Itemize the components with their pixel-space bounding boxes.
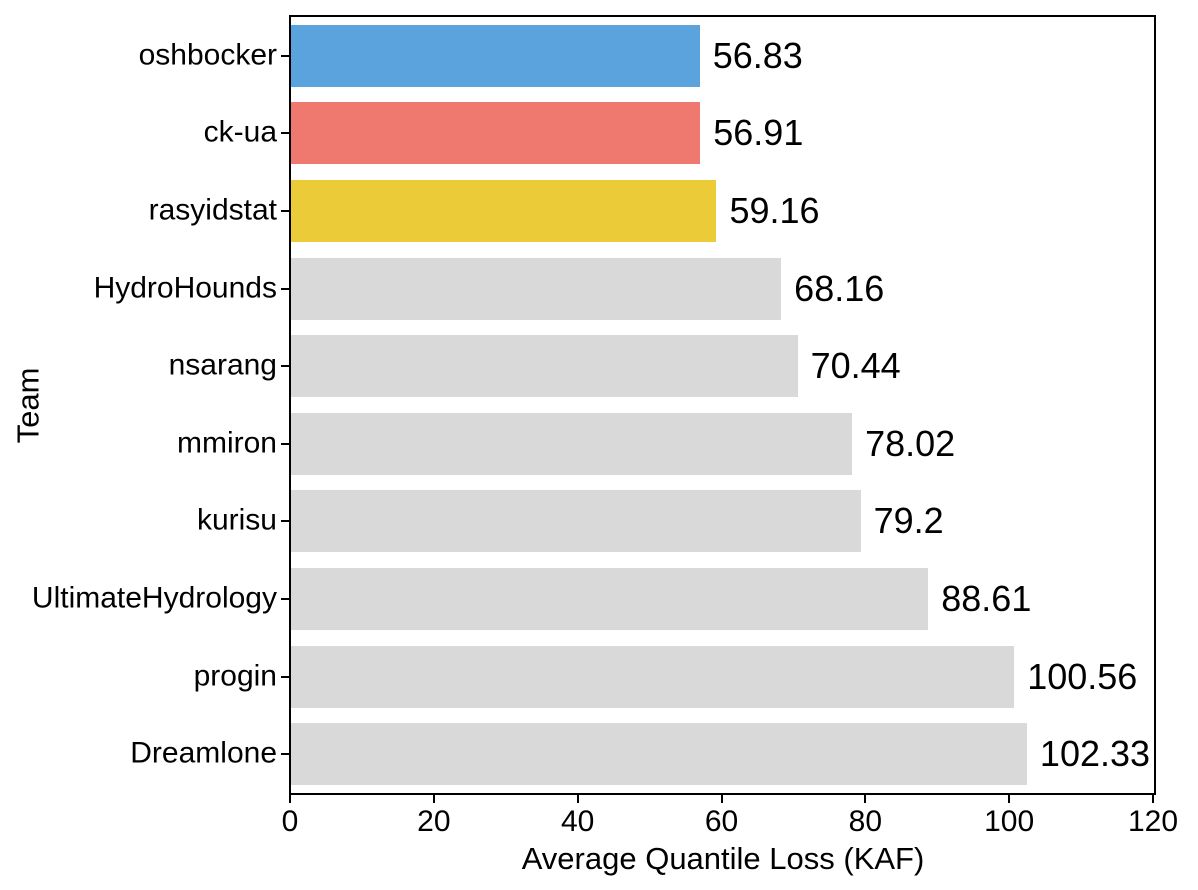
x-tick-mark xyxy=(576,795,579,803)
bar-UltimateHydrology xyxy=(291,567,929,631)
x-tick-label: 20 xyxy=(417,805,451,838)
y-tick-mark xyxy=(281,520,289,523)
bar-value-label: 59.16 xyxy=(729,190,820,231)
y-tick-label: rasyidstat xyxy=(148,193,277,227)
x-tick-mark xyxy=(432,795,435,803)
y-tick-label: HydroHounds xyxy=(93,270,277,304)
bar-kurisu xyxy=(291,490,861,553)
y-tick-label: UltimateHydrology xyxy=(31,581,277,615)
y-tick-label: progin xyxy=(193,658,277,692)
bar-Dreamlone xyxy=(291,723,1027,786)
x-tick-label: 80 xyxy=(848,805,883,838)
x-tick-label: 120 xyxy=(1127,805,1179,838)
bar-value-label: 70.44 xyxy=(810,345,901,387)
bar-HydroHounds xyxy=(291,257,782,320)
x-axis-label: Average Quantile Loss (KAF) xyxy=(521,841,925,876)
bar-value-label: 79.2 xyxy=(873,500,944,542)
x-tick-label: 40 xyxy=(560,805,595,838)
y-tick-label: mmiron xyxy=(176,426,277,460)
y-tick-label: Dreamlone xyxy=(130,736,277,770)
y-tick-mark xyxy=(281,598,289,600)
x-tick-label: 60 xyxy=(704,805,739,838)
x-tick-mark xyxy=(720,795,723,803)
y-tick-mark xyxy=(281,54,289,57)
bar-value-label: 102.33 xyxy=(1039,733,1151,775)
bar-value-label: 68.16 xyxy=(794,267,885,309)
y-tick-label: oshbocker xyxy=(138,38,277,72)
x-tick-label: 100 xyxy=(984,805,1035,838)
y-tick-mark xyxy=(281,132,289,135)
bar-value-label: 56.83 xyxy=(712,34,803,76)
bar-value-label: 100.56 xyxy=(1027,655,1138,697)
y-tick-mark xyxy=(281,287,289,290)
y-tick-mark xyxy=(281,210,289,212)
y-tick-label: nsarang xyxy=(168,348,277,382)
bar-oshbocker xyxy=(291,24,700,87)
y-tick-label: kurisu xyxy=(196,503,277,537)
x-tick-mark xyxy=(1008,795,1011,803)
y-tick-label: ck-ua xyxy=(203,115,277,149)
bar-value-label: 78.02 xyxy=(865,422,956,464)
y-tick-mark xyxy=(281,442,289,445)
x-tick-mark xyxy=(864,795,867,803)
x-tick-mark xyxy=(289,795,291,803)
bar-progin xyxy=(291,645,1015,708)
x-tick-mark xyxy=(1152,795,1154,803)
bar-ck-ua xyxy=(291,102,701,165)
y-tick-mark xyxy=(281,365,289,368)
x-tick-label: 0 xyxy=(281,805,299,838)
y-tick-mark xyxy=(281,675,289,678)
bar-rasyidstat xyxy=(291,179,717,243)
bar-value-label: 56.91 xyxy=(713,112,804,154)
bar-value-label: 88.61 xyxy=(941,578,1032,619)
y-tick-mark xyxy=(281,753,289,756)
bar-nsarang xyxy=(291,335,798,398)
bar-mmiron xyxy=(291,412,853,475)
